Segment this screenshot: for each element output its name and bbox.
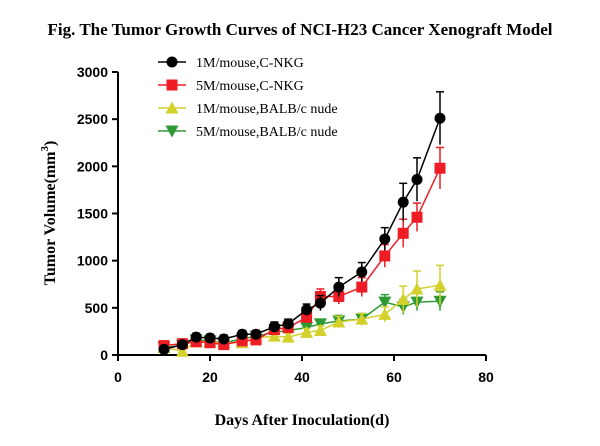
data-point: [379, 233, 391, 245]
legend-entry: 5M/mouse,C-NKG: [158, 79, 304, 94]
data-point: [397, 196, 409, 208]
data-point: [301, 311, 313, 323]
legend-entry: 1M/mouse,BALB/c nude: [158, 101, 338, 117]
y-axis-label: Tumor Volume(mm3): [39, 141, 59, 286]
legend-label: 1M/mouse,BALB/c nude: [196, 102, 338, 117]
data-point: [356, 281, 368, 293]
data-point: [434, 112, 446, 124]
data-point: [396, 292, 410, 305]
data-point: [175, 344, 189, 357]
y-tick-label: 1000: [77, 253, 108, 269]
data-point: [410, 282, 424, 295]
data-point: [268, 321, 280, 333]
data-point: [397, 227, 409, 239]
data-point: [411, 174, 423, 186]
legend-marker: [166, 79, 178, 91]
x-tick-label: 20: [202, 369, 218, 385]
data-point: [267, 329, 281, 342]
data-point: [250, 328, 262, 340]
y-axis-label-close: ): [42, 141, 59, 146]
legend-entry: 5M/mouse,BALB/c nude: [158, 125, 338, 140]
data-point: [355, 312, 369, 325]
data-point: [236, 335, 248, 347]
data-point: [300, 325, 314, 338]
y-tick-label: 3000: [77, 64, 108, 80]
data-point: [378, 307, 392, 320]
data-point: [236, 328, 248, 340]
y-axis-label-superscript: 3: [39, 146, 51, 152]
data-point: [301, 304, 313, 316]
ticks: 0 20 40 60 80 0 500 1000 1500 2000 2500 3000: [77, 64, 494, 385]
data-point: [281, 330, 295, 343]
data-point: [218, 339, 230, 351]
series-layer: [157, 91, 447, 357]
y-axis-label-main: Tumor Volume(mm: [42, 151, 59, 285]
series-square: [158, 146, 446, 352]
legend-marker: [166, 56, 178, 68]
legend-marker: [165, 125, 179, 138]
legend-label: 5M/mouse,BALB/c nude: [196, 125, 338, 140]
x-tick-label: 60: [386, 369, 402, 385]
data-point: [158, 343, 170, 355]
legend-marker: [165, 101, 179, 114]
data-point: [411, 211, 423, 223]
series-circle: [158, 91, 446, 355]
data-point: [314, 297, 326, 309]
data-point: [379, 250, 391, 262]
data-point: [204, 332, 216, 344]
x-tick-label: 40: [294, 369, 310, 385]
legend: 1M/mouse,C-NKG 5M/mouse,C-NKG 1M/mouse,BAL…: [158, 56, 338, 140]
data-point: [190, 331, 202, 343]
y-tick-label: 0: [100, 347, 108, 363]
data-point: [333, 281, 345, 293]
x-tick-label: 80: [478, 369, 494, 385]
y-tick-label: 1500: [77, 206, 108, 222]
data-point: [313, 323, 327, 336]
data-point: [332, 315, 346, 328]
data-point: [356, 266, 368, 278]
data-point: [378, 296, 392, 309]
y-tick-label: 500: [85, 300, 109, 316]
chart-title: Fig. The Tumor Growth Curves of NCI-H23 …: [48, 20, 553, 39]
legend-label: 1M/mouse,C-NKG: [196, 56, 304, 71]
y-tick-label: 2500: [77, 111, 108, 127]
data-point: [282, 318, 294, 330]
y-tick-label: 2000: [77, 158, 108, 174]
legend-label: 5M/mouse,C-NKG: [196, 79, 304, 94]
x-axis-label: Days After Inoculation(d): [215, 412, 390, 429]
data-point: [176, 339, 188, 351]
data-point: [434, 162, 446, 174]
data-point: [250, 334, 262, 346]
legend-entry: 1M/mouse,C-NKG: [158, 56, 304, 71]
data-point: [433, 278, 447, 291]
data-point: [218, 333, 230, 345]
x-tick-label: 0: [114, 369, 122, 385]
